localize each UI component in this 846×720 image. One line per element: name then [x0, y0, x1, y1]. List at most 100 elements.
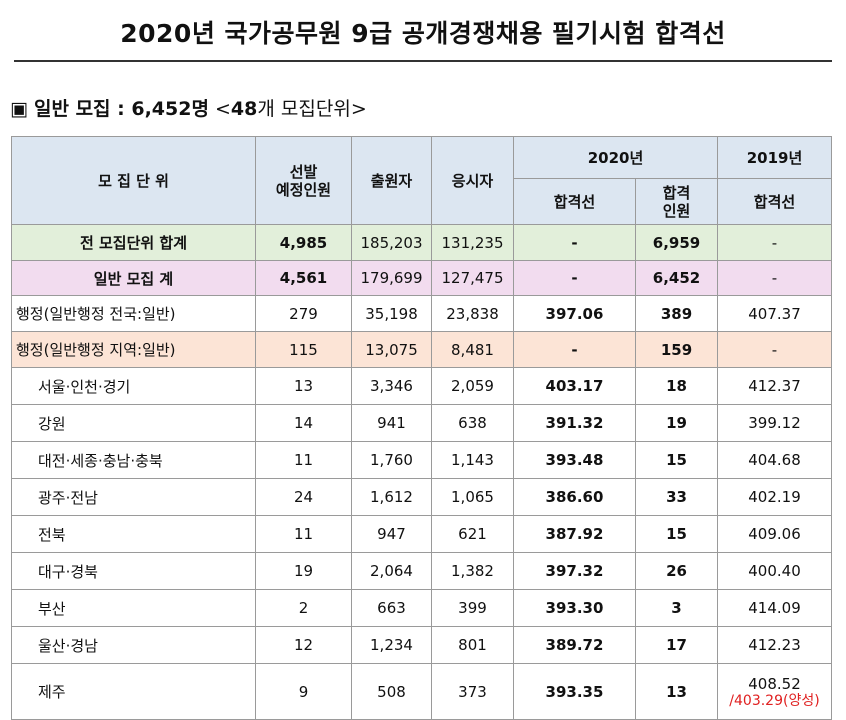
- cell-cutoff: 403.17: [513, 367, 636, 405]
- cell-cutoff: 393.35: [513, 663, 636, 720]
- cell-passers: 19: [635, 404, 718, 442]
- cell-cutoff-2019: 412.37: [717, 367, 832, 405]
- header-year-2020: 2020년: [513, 136, 718, 179]
- table-row-total: 전 모집단위 합계 4,985 185,203 131,235 - 6,959 …: [11, 224, 832, 261]
- table-row: 서울·인천·경기 13 3,346 2,059 403.17 18 412.37: [11, 367, 832, 405]
- cell-passers: 15: [635, 515, 718, 553]
- cell-cutoff-2019: -: [717, 260, 832, 296]
- cell-passers: 6,959: [635, 224, 718, 261]
- cell-cutoff-2019-value: 408.52: [748, 674, 801, 693]
- section-label: 일반 모집 : 6,452명: [34, 98, 209, 120]
- cell-cutoff: 391.32: [513, 404, 636, 442]
- cell-passers: 15: [635, 441, 718, 479]
- cell-examinees: 2,059: [431, 367, 514, 405]
- cell-cutoff-2019: 412.23: [717, 626, 832, 664]
- cell-cutoff: -: [513, 260, 636, 296]
- header-passers: 합격 인원: [635, 178, 718, 225]
- cell-passers: 389: [635, 295, 718, 332]
- header-year-2019: 2019년: [717, 136, 832, 179]
- cell-examinees: 399: [431, 589, 514, 627]
- header-planned: 선발 예정인원: [255, 136, 352, 225]
- cell-applicants: 663: [351, 589, 432, 627]
- cell-planned: 19: [255, 552, 352, 590]
- cell-examinees: 1,382: [431, 552, 514, 590]
- cell-applicants: 1,234: [351, 626, 432, 664]
- cell-unit: 서울·인천·경기: [11, 367, 256, 405]
- cell-unit: 전북: [11, 515, 256, 553]
- cell-examinees: 23,838: [431, 295, 514, 332]
- cell-unit: 전 모집단위 합계: [11, 224, 256, 261]
- cell-cutoff: 393.48: [513, 441, 636, 479]
- cell-unit: 일반 모집 계: [11, 260, 256, 296]
- table-row: 강원 14 941 638 391.32 19 399.12: [11, 404, 832, 442]
- cell-cutoff: 389.72: [513, 626, 636, 664]
- cell-planned: 11: [255, 515, 352, 553]
- cell-cutoff-2019: -: [717, 331, 832, 368]
- header-examinees: 응시자: [431, 136, 514, 225]
- cell-cutoff-2019: 400.40: [717, 552, 832, 590]
- cell-passers: 18: [635, 367, 718, 405]
- cell-passers: 26: [635, 552, 718, 590]
- cell-applicants: 1,612: [351, 478, 432, 516]
- section-unit-count: 48: [230, 98, 258, 120]
- cell-examinees: 621: [431, 515, 514, 553]
- header-cutoff-2019: 합격선: [717, 178, 832, 225]
- cell-examinees: 131,235: [431, 224, 514, 261]
- table-row: 광주·전남 24 1,612 1,065 386.60 33 402.19: [11, 478, 832, 516]
- cell-applicants: 508: [351, 663, 432, 720]
- cell-cutoff: 393.30: [513, 589, 636, 627]
- cell-planned: 11: [255, 441, 352, 479]
- cell-planned: 2: [255, 589, 352, 627]
- document-title: 2020년 국가공무원 9급 공개경쟁채용 필기시험 합격선: [120, 19, 726, 48]
- cell-examinees: 373: [431, 663, 514, 720]
- cell-examinees: 127,475: [431, 260, 514, 296]
- cell-planned: 24: [255, 478, 352, 516]
- cell-planned: 12: [255, 626, 352, 664]
- cell-cutoff: -: [513, 331, 636, 368]
- header-passers-line1: 합격: [662, 183, 691, 202]
- table-row: 제주 9 508 373 393.35 13 408.52 /403.29(양성…: [11, 663, 832, 720]
- cell-cutoff: 397.32: [513, 552, 636, 590]
- cell-applicants: 1,760: [351, 441, 432, 479]
- cell-examinees: 8,481: [431, 331, 514, 368]
- table-row: 대전·세종·충남·충북 11 1,760 1,143 393.48 15 404…: [11, 441, 832, 479]
- cell-planned: 14: [255, 404, 352, 442]
- cell-applicants: 3,346: [351, 367, 432, 405]
- cell-planned: 13: [255, 367, 352, 405]
- cell-planned: 115: [255, 331, 352, 368]
- cell-passers: 3: [635, 589, 718, 627]
- cell-applicants: 947: [351, 515, 432, 553]
- cell-planned: 4,985: [255, 224, 352, 261]
- table-row-regional: 행정(일반행정 지역:일반) 115 13,075 8,481 - 159 -: [11, 331, 832, 368]
- table-row: 울산·경남 12 1,234 801 389.72 17 412.23: [11, 626, 832, 664]
- cell-cutoff-2019: 409.06: [717, 515, 832, 553]
- cell-cutoff-2019: 414.09: [717, 589, 832, 627]
- table-row: 행정(일반행정 전국:일반) 279 35,198 23,838 397.06 …: [11, 295, 832, 332]
- cell-cutoff: 397.06: [513, 295, 636, 332]
- cell-applicants: 2,064: [351, 552, 432, 590]
- cell-planned: 4,561: [255, 260, 352, 296]
- table-row: 부산 2 663 399 393.30 3 414.09: [11, 589, 832, 627]
- header-cutoff-2020: 합격선: [513, 178, 636, 225]
- section-unit-text: 개 모집단위: [257, 98, 351, 120]
- cell-cutoff: 386.60: [513, 478, 636, 516]
- cell-planned: 279: [255, 295, 352, 332]
- header-applicants: 출원자: [351, 136, 432, 225]
- cell-unit: 대구·경북: [11, 552, 256, 590]
- cell-unit: 제주: [11, 663, 256, 720]
- cell-applicants: 35,198: [351, 295, 432, 332]
- cell-unit: 대전·세종·충남·충북: [11, 441, 256, 479]
- cell-examinees: 1,143: [431, 441, 514, 479]
- table-row: 전북 11 947 621 387.92 15 409.06: [11, 515, 832, 553]
- cell-unit: 강원: [11, 404, 256, 442]
- cell-unit: 울산·경남: [11, 626, 256, 664]
- cell-unit: 행정(일반행정 전국:일반): [11, 295, 256, 332]
- cell-passers: 13: [635, 663, 718, 720]
- cutoff-table: 모 집 단 위 선발 예정인원 출원자 응시자 2020년 2019년 합격선 …: [11, 136, 832, 720]
- cell-unit: 광주·전남: [11, 478, 256, 516]
- cell-applicants: 941: [351, 404, 432, 442]
- cell-planned: 9: [255, 663, 352, 720]
- section-close-bracket: >: [350, 98, 367, 120]
- title-divider: [14, 60, 832, 62]
- cell-passers: 33: [635, 478, 718, 516]
